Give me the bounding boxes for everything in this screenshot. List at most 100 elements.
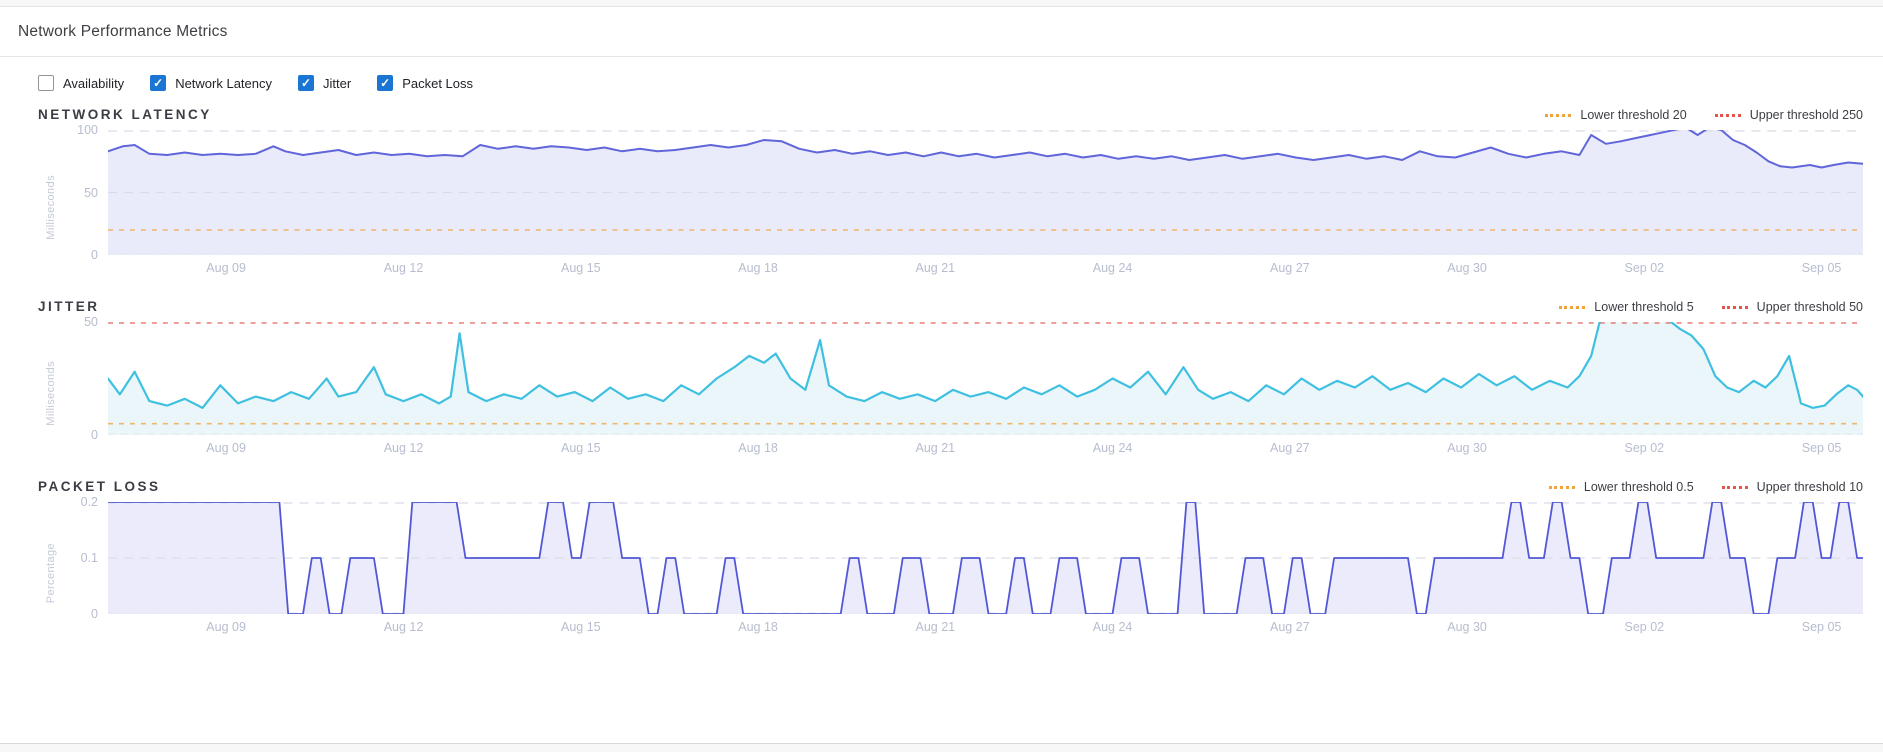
x-tick-label: Aug 24	[1092, 620, 1133, 634]
x-tick-label: Aug 24	[1092, 441, 1133, 455]
legend-label: Lower threshold 20	[1580, 108, 1687, 122]
chart-section-network-latency: NETWORK LATENCY Lower threshold 20 Upper…	[0, 103, 1883, 287]
x-axis-ticks: Aug 09 Aug 12 Aug 15 Aug 18 Aug 21 Aug 24 Aug …	[108, 441, 1863, 465]
checkmark-icon: ✓	[153, 76, 164, 90]
x-tick-label: Aug 18	[738, 441, 778, 455]
x-tick-label: Aug 12	[383, 261, 424, 275]
legend-label: Upper threshold 250	[1749, 108, 1863, 122]
y-axis-ticks: 50 0	[64, 315, 108, 442]
filter-packet-loss[interactable]: ✓ Packet Loss	[377, 75, 473, 91]
chart-header: NETWORK LATENCY Lower threshold 20 Upper…	[38, 107, 1863, 122]
chart-header: JITTER Lower threshold 5 Upper threshold…	[38, 299, 1863, 314]
x-tick-label: Aug 27	[1270, 620, 1310, 634]
y-axis-title-column: Milliseconds	[38, 322, 64, 465]
x-axis-ticks: Aug 09 Aug 12 Aug 15 Aug 18 Aug 21 Aug 24 Aug …	[108, 620, 1863, 644]
packet-loss-chart-plot[interactable]: Aug 09 Aug 12 Aug 15 Aug 18 Aug 21 Aug 24 Aug …	[108, 502, 1863, 644]
filter-jitter[interactable]: ✓ Jitter	[298, 75, 351, 91]
x-tick-label: Sep 05	[1801, 261, 1842, 275]
legend-upper-threshold: Upper threshold 50	[1721, 300, 1863, 314]
checkbox-network-latency[interactable]: ✓	[150, 75, 167, 91]
x-tick-label: Aug 30	[1447, 261, 1487, 275]
filter-label: Packet Loss	[402, 75, 474, 91]
metric-filters: ✓ Availability ✓ Network Latency ✓ Jitte…	[0, 57, 1883, 103]
y-axis-title-column: Percentage	[38, 502, 64, 644]
x-tick-label: Aug 24	[1092, 261, 1133, 275]
legend-lower-threshold: Lower threshold 20	[1545, 108, 1687, 122]
chart-body: Percentage 0.2 0.1 0 Aug 09 Aug 12 Aug 15 Aug…	[38, 495, 1863, 644]
jitter-area-chart	[108, 322, 1863, 435]
page-title: Network Performance Metrics	[18, 23, 228, 40]
chart-title: JITTER	[38, 299, 100, 314]
chart-section-packet-loss: PACKET LOSS Lower threshold 0.5 Upper th…	[0, 475, 1883, 646]
x-axis-ticks: Aug 09 Aug 12 Aug 15 Aug 18 Aug 21 Aug 24 Aug …	[108, 261, 1863, 285]
y-axis-label: Milliseconds	[45, 361, 57, 426]
y-tick-label: 100	[77, 123, 98, 137]
x-tick-label: Sep 05	[1801, 620, 1842, 634]
x-tick-label: Aug 12	[383, 441, 424, 455]
legend-lower-threshold: Lower threshold 0.5	[1548, 480, 1694, 494]
x-tick-label: Aug 09	[206, 261, 246, 275]
dotted-line-icon	[1559, 305, 1586, 309]
x-tick-label: Sep 05	[1801, 441, 1842, 455]
x-tick-label: Sep 02	[1624, 441, 1665, 455]
x-tick-label: Aug 18	[738, 620, 778, 634]
x-tick-label: Aug 09	[206, 441, 246, 455]
x-tick-label: Aug 09	[206, 620, 246, 634]
x-tick-label: Aug 30	[1447, 620, 1487, 634]
latency-area-chart	[108, 130, 1863, 255]
legend-upper-threshold: Upper threshold 10	[1721, 480, 1863, 494]
chart-title: PACKET LOSS	[38, 479, 161, 494]
x-tick-label: Aug 27	[1270, 441, 1310, 455]
y-axis-label: Percentage	[45, 542, 57, 604]
y-tick-label: 0.1	[80, 551, 98, 565]
x-tick-label: Aug 21	[915, 620, 956, 634]
page-header: Network Performance Metrics	[0, 7, 1883, 57]
x-tick-label: Aug 15	[560, 620, 601, 634]
y-tick-label: 0	[91, 428, 98, 442]
legend-label: Lower threshold 5	[1594, 300, 1694, 314]
x-tick-label: Aug 27	[1270, 261, 1310, 275]
legend-label: Lower threshold 0.5	[1583, 480, 1694, 494]
threshold-legend: Lower threshold 0.5 Upper threshold 10	[1548, 480, 1863, 494]
y-axis-label: Milliseconds	[45, 175, 57, 240]
jitter-chart-plot[interactable]: Aug 09 Aug 12 Aug 15 Aug 18 Aug 21 Aug 24 Aug …	[108, 322, 1863, 465]
checkmark-icon: ✓	[300, 76, 312, 90]
x-tick-label: Aug 15	[560, 261, 601, 275]
y-tick-label: 0	[91, 248, 98, 262]
legend-label: Upper threshold 10	[1756, 480, 1863, 494]
chart-body: Milliseconds 50 0 Aug 09 Aug 12 Aug 15 Aug 1…	[38, 315, 1863, 465]
legend-lower-threshold: Lower threshold 5	[1559, 300, 1694, 314]
checkbox-jitter[interactable]: ✓	[298, 75, 315, 91]
x-tick-label: Aug 12	[383, 620, 424, 634]
chart-body: Milliseconds 100 50 0 Aug 09 Aug 12 Aug 15 Au…	[38, 123, 1863, 285]
filter-label: Availability	[63, 75, 125, 91]
dotted-line-icon	[1548, 485, 1575, 489]
dotted-line-icon	[1545, 113, 1572, 117]
y-axis-ticks: 100 50 0	[64, 123, 108, 262]
threshold-legend: Lower threshold 5 Upper threshold 50	[1559, 300, 1863, 314]
packet-loss-area-chart	[108, 502, 1863, 614]
checkbox-availability[interactable]: ✓	[38, 75, 54, 91]
filter-network-latency[interactable]: ✓ Network Latency	[150, 75, 272, 91]
chart-title: NETWORK LATENCY	[38, 107, 212, 122]
latency-chart-plot[interactable]: Aug 09 Aug 12 Aug 15 Aug 18 Aug 21 Aug 24 Aug …	[108, 130, 1863, 285]
checkmark-icon: ✓	[380, 76, 391, 90]
x-tick-label: Aug 15	[560, 441, 601, 455]
x-tick-label: Aug 21	[915, 261, 956, 275]
y-tick-label: 0.2	[80, 495, 98, 509]
dotted-line-icon	[1714, 113, 1741, 117]
chart-section-jitter: JITTER Lower threshold 5 Upper threshold…	[0, 295, 1883, 467]
legend-label: Upper threshold 50	[1756, 300, 1863, 314]
network-performance-panel: Network Performance Metrics ✓ Availabili…	[0, 6, 1883, 744]
y-tick-label: 50	[84, 185, 98, 200]
threshold-legend: Lower threshold 20 Upper threshold 250	[1545, 108, 1863, 122]
x-tick-label: Sep 02	[1624, 261, 1665, 275]
filter-availability[interactable]: ✓ Availability	[38, 75, 124, 91]
chart-header: PACKET LOSS Lower threshold 0.5 Upper th…	[38, 479, 1863, 494]
y-axis-title-column: Milliseconds	[38, 130, 64, 285]
dotted-line-icon	[1721, 305, 1748, 309]
filter-label: Jitter	[323, 75, 352, 91]
legend-upper-threshold: Upper threshold 250	[1714, 108, 1863, 122]
x-tick-label: Sep 02	[1624, 620, 1665, 634]
checkbox-packet-loss[interactable]: ✓	[377, 75, 394, 91]
